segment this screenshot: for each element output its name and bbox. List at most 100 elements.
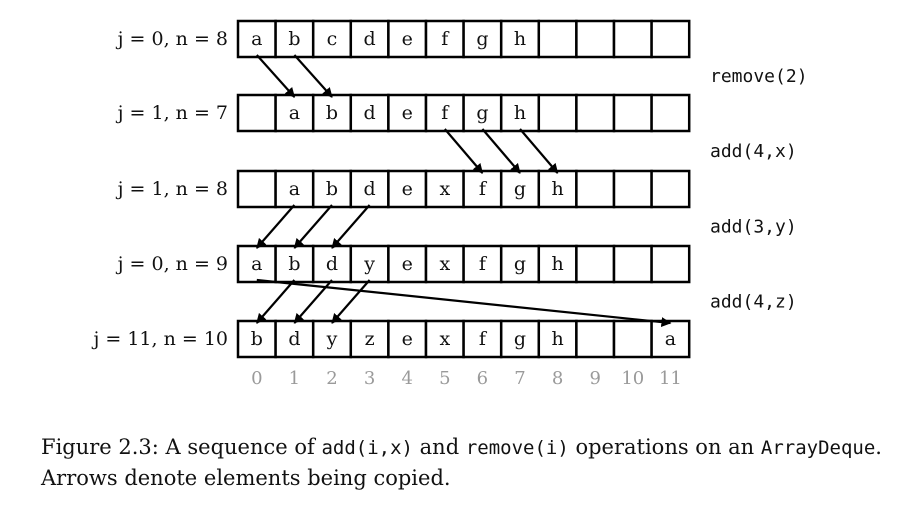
array-cell: [311, 244, 353, 284]
array-cell: [424, 93, 465, 133]
array-cell: [537, 319, 578, 359]
index-label: 5: [439, 368, 450, 389]
index-label: 0: [251, 368, 262, 389]
index-label: 1: [289, 368, 300, 389]
cell-value: f: [441, 102, 450, 124]
copy-arrow: [293, 204, 333, 249]
caption-code-remove: remove(i): [465, 437, 569, 459]
array-cell: [499, 19, 541, 59]
array-cell: [612, 169, 653, 209]
array-cell: [424, 244, 465, 284]
copy-arrow: [293, 279, 333, 324]
cell-value: e: [402, 28, 413, 50]
operation-label: add(4,z): [710, 292, 797, 313]
cell-value: f: [441, 28, 450, 50]
cell-value: b: [326, 178, 338, 200]
row-state-label: j = 0, n = 9: [116, 253, 228, 275]
array-cell: [387, 19, 428, 59]
array-cell: [612, 19, 653, 59]
row-state-label: j = 1, n = 7: [116, 102, 228, 124]
array-cell: [462, 319, 503, 359]
cell-value: h: [514, 102, 526, 124]
caption-prefix: Figure 2.3: A sequence of: [41, 435, 322, 459]
arraydeque-diagram: j = 0, n = 8 a b c d e f g hj = 1, n = 7 a b d e f g hj…: [91, 19, 808, 389]
cell-value: c: [327, 28, 338, 50]
cell-value: y: [363, 253, 375, 275]
caption-line-2: Arrows denote elements being copied.: [41, 466, 451, 490]
row-state-label: j = 11, n = 10: [91, 328, 228, 350]
index-label: 7: [514, 368, 525, 389]
cell-value: e: [402, 102, 413, 124]
copy-arrow: [255, 204, 296, 249]
cell-value: d: [326, 253, 338, 275]
array-cell: [349, 93, 390, 133]
cell-value: y: [326, 328, 338, 350]
cell-value: d: [288, 328, 300, 350]
array-row-0: j = 0, n = 8 a b c d e f g h: [116, 19, 691, 59]
array-cell: [650, 169, 691, 209]
array-cell: [650, 93, 691, 133]
cell-value: b: [251, 328, 263, 350]
index-label: 2: [326, 368, 337, 389]
operation-label: add(3,y): [710, 217, 797, 238]
array-cell: [575, 93, 616, 133]
cell-value: g: [514, 328, 526, 350]
index-label: 10: [621, 368, 644, 389]
array-cell: [274, 19, 315, 59]
copy-arrow: [331, 279, 371, 324]
cell-value: d: [364, 28, 376, 50]
array-cell: [462, 244, 503, 284]
index-label: 3: [364, 368, 375, 389]
cell-value: h: [551, 253, 563, 275]
index-label: 6: [477, 368, 488, 389]
array-cell: [537, 169, 578, 209]
index-label: 8: [552, 368, 563, 389]
array-row-3: j = 0, n = 9 a b d y e x f g h: [116, 244, 691, 284]
row-state-label: j = 0, n = 8: [116, 28, 228, 50]
cell-value: d: [364, 178, 376, 200]
copy-arrow: [481, 128, 521, 174]
array-cell: [462, 19, 503, 59]
copy-arrow: [255, 279, 296, 324]
array-cell: [650, 19, 691, 59]
copy-arrow: [519, 128, 559, 174]
array-row-1: j = 1, n = 7 a b d e f g h: [116, 93, 691, 133]
array-cell: [236, 93, 277, 133]
index-label: 9: [589, 368, 600, 389]
cell-value: e: [402, 253, 413, 275]
array-cell: [612, 93, 653, 133]
caption-line-1: Figure 2.3: A sequence of add(i,x) and r…: [41, 432, 901, 463]
cell-value: g: [514, 253, 526, 275]
array-row-2: j = 1, n = 8 a b d e x f g h: [116, 169, 691, 209]
caption-code-arraydeque: ArrayDeque: [760, 437, 876, 459]
cell-value: f: [479, 178, 488, 200]
cell-value: x: [439, 328, 450, 350]
caption-code-add: add(i,x): [321, 437, 413, 459]
array-cell: [612, 244, 653, 284]
operation-label: remove(2): [710, 66, 808, 87]
copy-arrow: [256, 278, 672, 328]
cell-value: g: [476, 102, 488, 124]
cell-value: h: [514, 28, 526, 50]
cell-value: e: [402, 328, 413, 350]
figure-caption: Figure 2.3: A sequence of add(i,x) and r…: [41, 432, 901, 493]
array-cell: [575, 19, 616, 59]
array-cell: [650, 244, 691, 284]
copy-arrow: [255, 54, 296, 98]
array-cell: [612, 319, 653, 359]
array-cell: [575, 244, 616, 284]
cell-value: a: [289, 178, 300, 200]
index-label: 11: [659, 368, 682, 389]
cell-value: b: [288, 28, 300, 50]
array-cell: [236, 19, 277, 59]
array-cell: [236, 169, 277, 209]
operation-label: add(4,x): [710, 141, 797, 162]
cell-value: g: [476, 28, 488, 50]
row-state-label: j = 1, n = 8: [116, 178, 228, 200]
array-cell: [387, 93, 428, 133]
cell-value: x: [439, 253, 450, 275]
cell-value: a: [251, 28, 262, 50]
cell-value: f: [479, 328, 488, 350]
caption-and: and: [412, 435, 466, 459]
caption-middle: operations on an: [568, 435, 761, 459]
